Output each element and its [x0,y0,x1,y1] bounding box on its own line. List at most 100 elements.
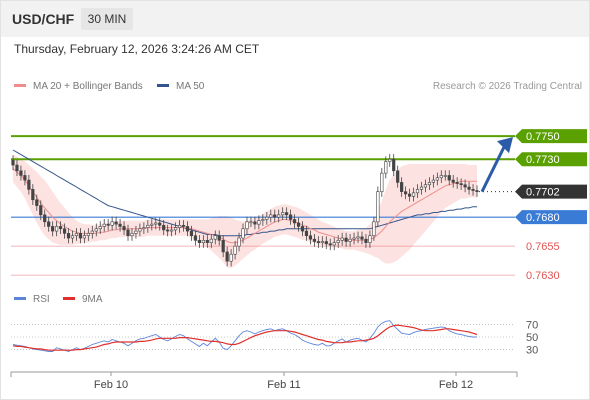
candle-down [407,193,412,197]
candle-down [344,237,348,242]
ma50-swatch [157,83,169,87]
bollinger-bands-area [13,154,477,269]
candle-up [98,226,102,230]
candle-up [213,235,217,240]
candle-down [300,226,305,232]
candle-down [455,182,459,184]
candle-up [423,184,428,188]
candle-down [475,190,479,192]
candle-down [471,189,475,191]
level-label-0.7730: 0.7730 [526,154,560,166]
level-label-0.7630: 0.7630 [526,270,560,282]
candle-up [261,219,265,221]
candle-down [126,229,130,237]
level-label-0.7655: 0.7655 [526,241,560,253]
candle-up [173,227,178,231]
symbol-label: USD/CHF [12,11,75,27]
candle-down [289,214,293,220]
candle-down [467,186,471,190]
candle-down [253,221,257,225]
candle-down [217,235,221,241]
candle-down [27,179,31,190]
candle-up [265,216,269,220]
candle-up [94,228,98,232]
candle-down [166,229,170,232]
candle-down [324,241,328,245]
candle-down [39,205,43,216]
ma20-line [12,168,477,244]
candle-down [285,212,289,216]
candle-down [31,189,35,201]
legend-rsi: RSI [14,294,50,305]
candle-up [209,238,213,243]
level-marker-0.7730 [515,152,587,167]
candle-up [74,233,79,237]
level-marker-0.7750 [515,129,587,144]
candle-down [66,233,71,239]
candle-up [376,191,380,223]
rsi-line [12,320,477,352]
copyright-text: Research © 2026 Trading Central [432,81,582,92]
candle-up [130,233,134,237]
candle-up [411,192,416,197]
rsi-tick-label-50: 50 [526,332,538,344]
candle-down [11,160,15,166]
candle-down [162,224,166,231]
candle-up [415,189,420,194]
candle-down [78,233,83,239]
candle-up [241,228,245,239]
candle-down [15,164,19,172]
candle-down [19,170,23,176]
candle-up [229,253,233,262]
level-marker-0.7680 [515,210,587,225]
legend-ma20: MA 20 + Bollinger Bands [14,81,143,92]
datetime-label: Thursday, February 12, 2026 3:24:26 AM C… [14,42,260,56]
candle-down [114,221,118,225]
candle-down [451,179,455,183]
candle-up [237,237,241,247]
x-tick-label-Feb 10: Feb 10 [94,379,128,391]
candle-down [463,184,467,188]
legend-rsi-label: RSI [33,294,50,305]
candle-down [392,158,396,172]
candle-up [245,221,249,230]
candle-up [352,237,356,240]
candle-up [138,228,142,232]
candle-down [292,219,297,224]
candle-down [396,170,400,183]
candle-up [435,177,439,181]
candle-up [368,235,372,243]
candle-up [380,172,384,192]
candle-up [332,242,336,246]
candle-down [296,222,301,227]
candle-down [106,223,110,226]
candle-down [308,235,313,240]
candle-up [134,230,138,234]
timeframe-label: 30 MIN [87,12,127,26]
candle-down [447,175,451,181]
candle-up [90,230,94,234]
candle-down [360,236,364,240]
candle-down [47,221,51,227]
candle-down [35,199,39,206]
legend-ma50-label: MA 50 [176,81,205,92]
candle-down [312,238,317,242]
candle-down [193,235,198,241]
candle-up [70,235,75,239]
candle-up [281,212,285,216]
candle-up [170,229,174,232]
candle-down [221,240,225,253]
candle-down [185,226,190,232]
x-tick-label-Feb 11: Feb 11 [267,379,300,391]
candle-up [277,214,281,218]
candle-down [304,230,309,237]
candle-down [181,224,186,227]
candle-down [400,182,404,192]
timeframe-button[interactable]: 30 MIN [81,8,133,30]
candle-up [372,221,376,237]
candle-up [336,240,340,243]
candle-down [205,240,209,243]
candle-up [419,186,424,190]
